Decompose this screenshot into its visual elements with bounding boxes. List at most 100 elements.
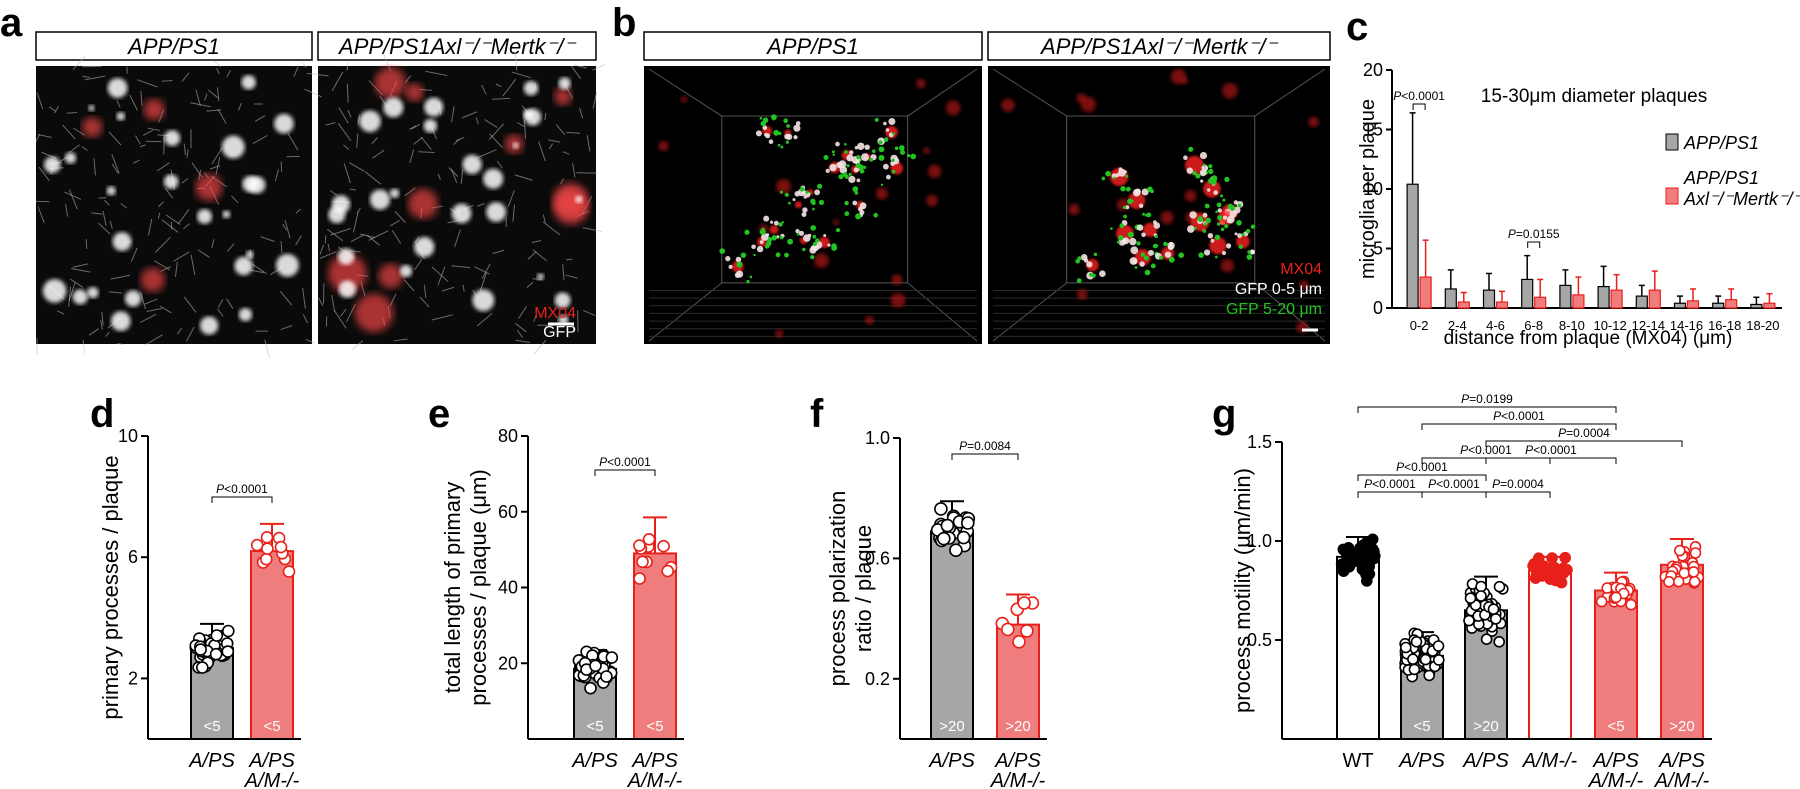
plaque-signal (354, 293, 394, 333)
microglia-process (186, 326, 195, 342)
microglia-process (404, 75, 412, 84)
microglia-cell (414, 236, 435, 258)
microglia-process (140, 91, 143, 106)
microglia-near (1132, 188, 1141, 197)
microglia-cell (512, 142, 519, 149)
microglia-process (165, 188, 174, 199)
chart-c-y-tick-label: 15 (1363, 120, 1383, 140)
render-b-right-content (992, 68, 1326, 342)
microglia-process (343, 163, 351, 184)
microglia-far (1197, 216, 1204, 223)
chart-c-legend-knockout-line1: APP/PS1 (1683, 168, 1759, 188)
microglia-process (254, 115, 266, 122)
microglia-near (795, 121, 801, 126)
microglia-far (1224, 224, 1229, 229)
microglia-process (565, 274, 578, 279)
microglia-cell (537, 273, 544, 281)
microglia-process (82, 65, 102, 68)
chart-g-data-point (1407, 653, 1419, 666)
plaque-signal (378, 263, 403, 289)
microglia-process (527, 251, 537, 260)
title-a-left: APP/PS1 (126, 34, 220, 59)
chart-f-n-label: >20 (939, 718, 964, 735)
chart-e-y-tick-label: 20 (498, 653, 518, 673)
chart-f-data-point (934, 502, 948, 516)
microglia-process (319, 251, 337, 259)
microglia-process (476, 149, 497, 159)
microglia-cell (486, 202, 507, 222)
microglia-far (1118, 235, 1124, 241)
microglia-far (784, 192, 789, 197)
microglia-near (1129, 237, 1137, 246)
microglia-process (331, 295, 336, 312)
microglia-cell (222, 210, 231, 219)
microglia-far (1154, 234, 1158, 239)
microglia-process (295, 208, 302, 214)
microglia-process (574, 64, 587, 69)
microglia-process (337, 123, 352, 142)
microglia-far (1250, 224, 1256, 229)
microglia-process (137, 79, 158, 88)
microglia-process (409, 149, 415, 164)
microglia-process (102, 210, 107, 226)
chart-e-pvalue: P<0.0001 (599, 455, 651, 469)
chart-g-x-label: A/PS (1462, 750, 1509, 772)
chart-g: 0.51.01.5WT<5A/PS>20A/PS A/M-/-<5A/PSA/M-… (1230, 392, 1712, 789)
microglia-process (516, 122, 525, 128)
microglia-process (204, 93, 208, 101)
microglia-near (1099, 270, 1106, 278)
microglia-near (853, 167, 859, 173)
microglia-process (394, 211, 406, 223)
chart-g-data-point (1464, 592, 1477, 605)
microglia-process (329, 190, 338, 196)
microglia-cell (472, 289, 495, 312)
microglia-process (414, 236, 420, 244)
microglia-process (159, 305, 172, 314)
microglia-process (425, 70, 448, 76)
plaque-signal (408, 188, 438, 219)
microglia-far (846, 164, 850, 168)
microglia-far (762, 117, 769, 123)
chart-g-data-point (1559, 551, 1571, 564)
chart-c-bar-app-ps1 (1559, 284, 1572, 309)
microglia-far (848, 172, 852, 176)
microglia-process (91, 212, 103, 215)
microglia-far (1150, 263, 1156, 269)
microglia-process (120, 203, 127, 209)
microglia-process (282, 223, 288, 231)
microglia-near (792, 198, 796, 202)
microglia-near (1130, 246, 1139, 255)
microglia-process (448, 167, 459, 177)
microglia-process (548, 143, 554, 150)
microglia-near (848, 175, 856, 183)
microglia-process (451, 265, 471, 269)
plaque-signal (680, 95, 688, 103)
chart-c-bar-app-ps1 (1444, 288, 1457, 309)
microglia-process (356, 133, 359, 148)
microglia-process (147, 127, 160, 131)
microglia-far (1198, 252, 1204, 258)
microglia-cell (44, 156, 61, 173)
chart-e-data-point (633, 539, 646, 552)
microglia-far (740, 252, 747, 258)
microglia-far (856, 155, 861, 160)
microglia-process (183, 223, 190, 230)
microglia-process (85, 239, 88, 249)
microglia-cell (275, 253, 299, 277)
microglia-near (814, 189, 820, 196)
microglia-process (135, 135, 141, 145)
microglia-far (1150, 189, 1154, 194)
microglia-cell (554, 292, 571, 309)
chart-c-bar-knockout (1419, 276, 1432, 309)
microglia-process (319, 244, 324, 255)
panel-label-e: e (428, 392, 450, 436)
microglia-cell (483, 168, 504, 189)
chart-e-data-point (605, 651, 619, 664)
microglia-process (37, 134, 52, 138)
microglia-far (749, 275, 753, 279)
microglia-near (849, 150, 854, 155)
microglia-far (878, 140, 883, 145)
microglia-near (1207, 188, 1211, 192)
panel-label-g: g (1212, 392, 1236, 436)
microglia-process (82, 75, 90, 78)
